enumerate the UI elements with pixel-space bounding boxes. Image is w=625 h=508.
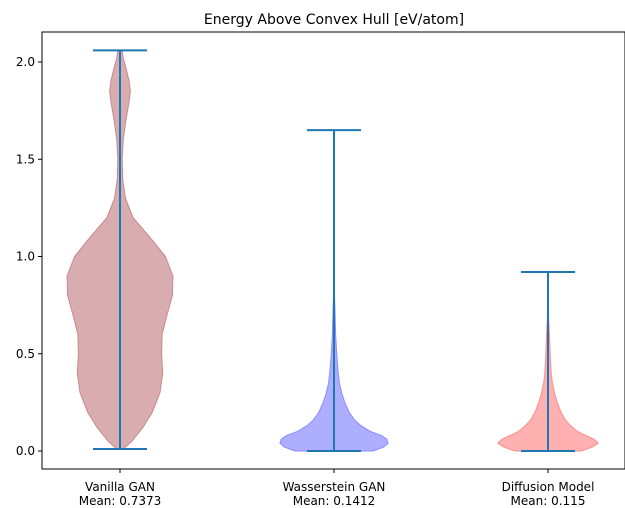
x-tick-mean-label: Mean: 0.1412 <box>293 494 376 508</box>
y-tick-label: 1.0 <box>16 250 35 264</box>
y-tick-label: 2.0 <box>16 55 35 69</box>
x-tick-label: Wasserstein GAN <box>283 480 386 494</box>
x-tick-mean-label: Mean: 0.7373 <box>79 494 162 508</box>
y-tick-label: 1.5 <box>16 152 35 166</box>
violin-wasserstein-gan <box>279 129 389 452</box>
x-tick-label: Vanilla GAN <box>85 480 155 494</box>
chart-title: Energy Above Convex Hull [eV/atom] <box>204 12 464 28</box>
x-tick-mean-label: Mean: 0.115 <box>511 494 586 508</box>
violins-layer <box>66 49 599 452</box>
y-axis: 0.0 0.5 1.0 1.5 2.0 <box>16 55 42 458</box>
y-tick-label: 0.5 <box>16 347 35 361</box>
y-tick-label: 0.0 <box>16 444 35 458</box>
x-tick-label: Diffusion Model <box>502 480 595 494</box>
violin-vanilla-gan <box>66 49 174 451</box>
violin-diffusion-model <box>497 271 599 452</box>
plot-frame <box>41 31 625 470</box>
